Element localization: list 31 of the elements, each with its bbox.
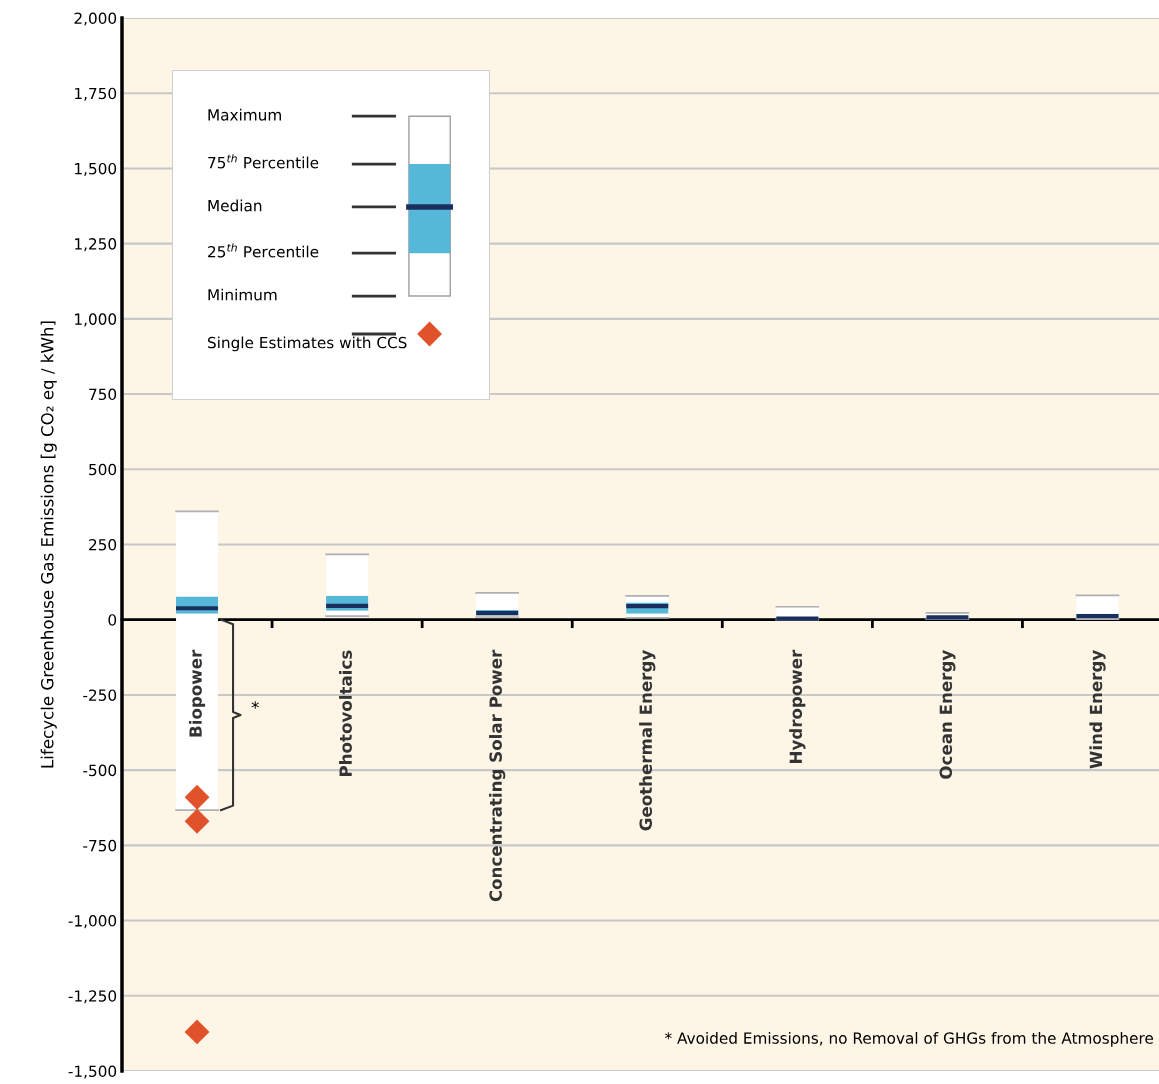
x-tick-label: Wind Energy: [1089, 650, 1106, 769]
x-tick-label: Concentrating Solar Power: [489, 649, 506, 902]
y-tick-label: 250: [89, 538, 117, 551]
y-axis-title: Lifecycle Greenhouse Gas Emissions [g CO₂ eq / kWh]: [40, 321, 57, 768]
y-tick-label: -1,250: [68, 990, 117, 1004]
y-tick-label: 1,750: [75, 87, 117, 101]
y-tick-label: -1,500: [68, 1065, 117, 1079]
y-tick-label: 1,250: [75, 238, 117, 252]
legend-label: Single Estimates with CCS: [207, 336, 407, 352]
annotation: * Avoided Emissions, no Removal of GHGs from the Atmosphere: [664, 1032, 1154, 1047]
annotation: Median: [208, 199, 262, 212]
x-tick-label: Biopower: [188, 649, 206, 737]
annotation: *: [251, 701, 259, 709]
annotation: 25$^{th}$ Percentile: [208, 243, 319, 258]
y-tick-label: 500: [89, 463, 117, 476]
y-tick-label: -500: [83, 764, 117, 777]
x-tick-label: Photovoltaics: [339, 650, 352, 776]
annotation: Minimum: [208, 288, 277, 301]
y-tick-label: 750: [89, 388, 117, 401]
x-tick-label: Ocean Energy: [939, 650, 956, 779]
x-tick-label: Geothermal Energy: [639, 650, 656, 831]
y-tick-label: 0: [108, 614, 117, 626]
x-tick-label: Hydropower: [789, 649, 806, 763]
y-tick-label: 2,000: [74, 12, 117, 26]
annotation: Maximum: [208, 108, 281, 121]
y-tick-label: -250: [83, 689, 117, 701]
y-tick-label: 1,500: [75, 162, 117, 177]
annotation: 75$^{th}$ Percentile: [208, 154, 319, 169]
y-tick-label: -1,000: [68, 915, 117, 929]
y-tick-label: -750: [83, 839, 117, 852]
y-tick-label: 1,000: [75, 313, 117, 327]
